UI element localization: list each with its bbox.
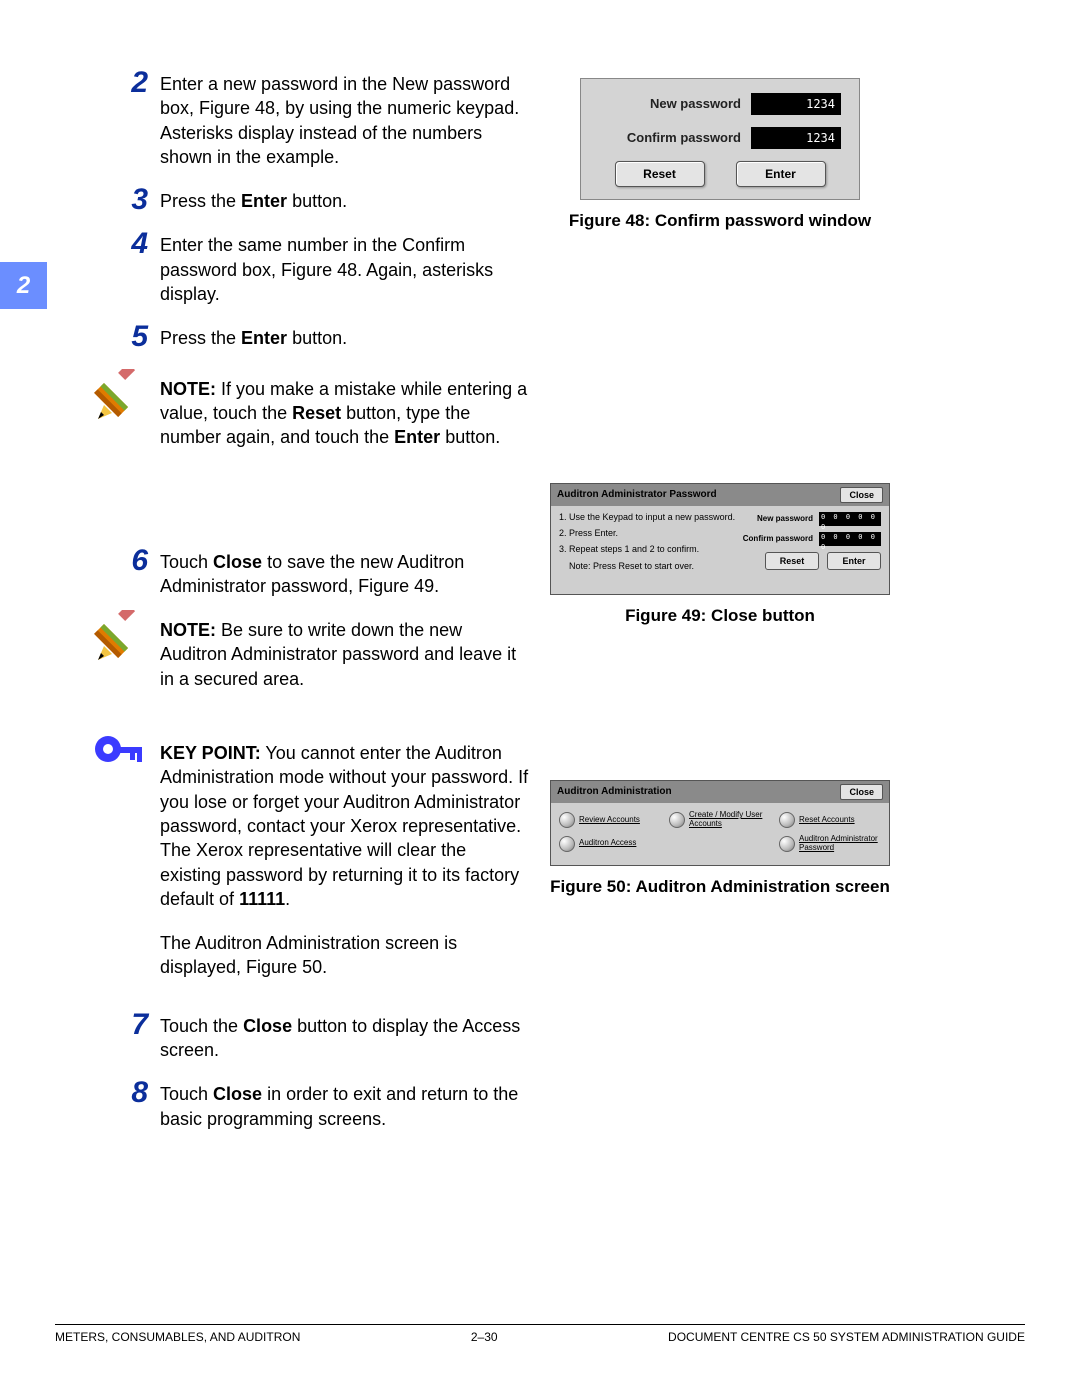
- figures-column: New password 1234 Confirm password 1234 …: [550, 78, 890, 233]
- step-num: 6: [120, 546, 160, 576]
- reset-button[interactable]: Reset: [615, 161, 705, 187]
- figure-50: Auditron Administration Close Review Acc…: [550, 780, 890, 899]
- close-button[interactable]: Close: [840, 487, 883, 503]
- confirm-password-label: Confirm password: [599, 129, 751, 147]
- enter-button[interactable]: Enter: [736, 161, 826, 187]
- admin-screen-paragraph: The Auditron Administration screen is di…: [120, 927, 1020, 986]
- footer-right: DOCUMENT CENTRE CS 50 SYSTEM ADMINISTRAT…: [668, 1329, 1025, 1345]
- step-num: 5: [120, 322, 160, 352]
- step-num: 2: [120, 68, 160, 98]
- note-text: NOTE: Be sure to write down the new Audi…: [160, 614, 530, 697]
- note-1: NOTE: If you make a mistake while enteri…: [120, 373, 1020, 456]
- auditron-access-button[interactable]: Auditron Access: [559, 835, 661, 853]
- reset-button[interactable]: Reset: [765, 552, 819, 570]
- step-num: 3: [120, 185, 160, 215]
- dialog-title: Auditron Administrator Password: [557, 488, 717, 502]
- review-accounts-button[interactable]: Review Accounts: [559, 811, 661, 829]
- step-text: Enter the same number in the Confirm pas…: [160, 229, 530, 312]
- round-icon: [669, 812, 685, 828]
- new-password-field[interactable]: 1234: [751, 93, 841, 115]
- footer-left: METERS, CONSUMABLES, AND AUDITRON: [55, 1329, 300, 1345]
- key-icon: [90, 727, 148, 785]
- figure-48-caption: Figure 48: Confirm password window: [550, 210, 890, 233]
- round-icon: [559, 812, 575, 828]
- figure-49-dialog: Auditron Administrator Password Close 1.…: [550, 483, 890, 595]
- pencil-icon: [90, 610, 150, 670]
- step-text: The Auditron Administration screen is di…: [160, 927, 530, 986]
- figure-48-window: New password 1234 Confirm password 1234 …: [580, 78, 860, 200]
- new-password-label: New password: [757, 514, 813, 525]
- new-password-field[interactable]: 0 0 0 0 0 0: [819, 512, 881, 526]
- round-icon: [779, 812, 795, 828]
- page-footer: METERS, CONSUMABLES, AND AUDITRON 2–30 D…: [55, 1324, 1025, 1345]
- note-text: NOTE: If you make a mistake while enteri…: [160, 373, 530, 456]
- step-text: Touch Close to save the new Auditron Adm…: [160, 546, 530, 605]
- step-text: Press the Enter button.: [160, 185, 530, 219]
- figure-49: Auditron Administrator Password Close 1.…: [550, 483, 890, 628]
- step-8: 8 Touch Close in order to exit and retur…: [120, 1078, 1020, 1137]
- step-text: Touch Close in order to exit and return …: [160, 1078, 530, 1137]
- round-icon: [559, 836, 575, 852]
- auditron-admin-password-button[interactable]: Auditron Administrator Password: [779, 835, 881, 853]
- keypoint-text: KEY POINT: You cannot enter the Auditron…: [160, 737, 530, 917]
- figure-49-caption: Figure 49: Close button: [550, 605, 890, 628]
- enter-button[interactable]: Enter: [827, 552, 881, 570]
- step-4: 4 Enter the same number in the Confirm p…: [120, 229, 1020, 312]
- step-7: 7 Touch the Close button to display the …: [120, 1010, 1020, 1069]
- step-num: 7: [120, 1010, 160, 1040]
- new-password-label: New password: [599, 95, 751, 113]
- step-text: Touch the Close button to display the Ac…: [160, 1010, 530, 1069]
- footer-center: 2–30: [471, 1329, 498, 1345]
- dialog-title: Auditron Administration: [557, 785, 672, 799]
- figure-50-caption: Figure 50: Auditron Administration scree…: [550, 876, 890, 899]
- step-num: 4: [120, 229, 160, 259]
- round-icon: [779, 836, 795, 852]
- reset-accounts-button[interactable]: Reset Accounts: [779, 811, 881, 829]
- pencil-icon: [90, 369, 150, 429]
- figure-50-dialog: Auditron Administration Close Review Acc…: [550, 780, 890, 866]
- create-modify-user-button[interactable]: Create / Modify User Accounts: [669, 811, 771, 829]
- confirm-password-label: Confirm password: [743, 534, 813, 545]
- step-text: Press the Enter button.: [160, 322, 530, 356]
- confirm-password-field[interactable]: 0 0 0 0 0 0: [819, 532, 881, 546]
- step-num: 8: [120, 1078, 160, 1108]
- step-text: Enter a new password in the New password…: [160, 68, 530, 175]
- close-button[interactable]: Close: [840, 784, 883, 800]
- step-5: 5 Press the Enter button.: [120, 322, 1020, 356]
- confirm-password-field[interactable]: 1234: [751, 127, 841, 149]
- chapter-tab: 2: [0, 262, 47, 309]
